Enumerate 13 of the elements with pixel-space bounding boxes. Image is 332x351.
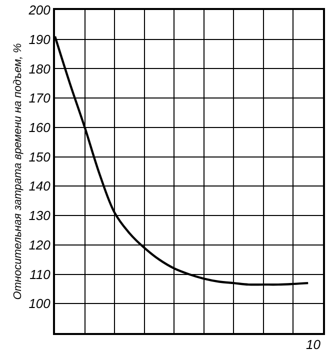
y-tick-label: 140 [28, 178, 52, 194]
y-tick-label: 110 [30, 266, 52, 282]
y-axis-title: Относительная затрата времени на подъем, % [12, 42, 24, 300]
y-tick-label: 100 [28, 296, 52, 312]
y-tick-label: 150 [28, 149, 52, 164]
y-tick-label: 180 [28, 61, 52, 76]
y-tick-label: 190 [28, 32, 52, 47]
y-tick-label: 170 [28, 90, 52, 106]
text: 10 [306, 337, 322, 351]
y-tick-label: 160 [28, 120, 52, 135]
y-tick-label: 120 [28, 237, 52, 252]
y-tick-label: 200 [28, 2, 52, 18]
y-tick-label: 130 [28, 208, 52, 224]
